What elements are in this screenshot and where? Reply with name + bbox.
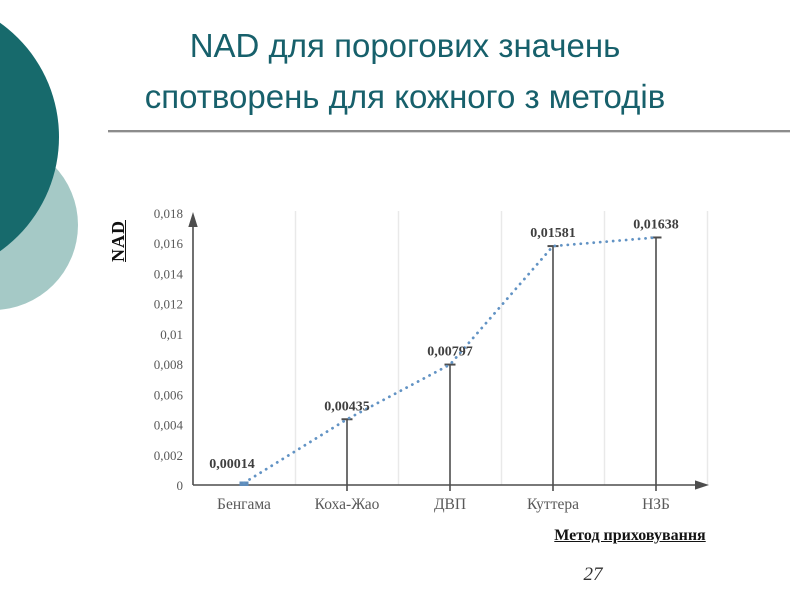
gridlines bbox=[294, 211, 709, 485]
svg-text:0,008: 0,008 bbox=[154, 357, 183, 372]
svg-text:НЗБ: НЗБ bbox=[642, 496, 670, 513]
x-axis-arrow bbox=[695, 480, 709, 490]
nad-chart-area: 0 0,002 0,004 0,006 0,008 0,01 0,012 0,014 0,016… bbox=[95, 195, 745, 525]
svg-text:0,002: 0,002 bbox=[154, 448, 183, 463]
svg-text:Куттера: Куттера bbox=[527, 496, 579, 513]
page-number: 27 bbox=[583, 564, 603, 581]
svg-text:0,016: 0,016 bbox=[154, 236, 184, 251]
svg-text:0,00435: 0,00435 bbox=[324, 399, 370, 414]
slide-title-line-2: спотворень для кожного з методів bbox=[144, 78, 666, 115]
svg-text:0,00797: 0,00797 bbox=[427, 345, 473, 360]
x-category-labels: Бенгама Коха-Жао ДВП Куттера НЗБ bbox=[217, 496, 670, 513]
svg-text:0,00014: 0,00014 bbox=[209, 457, 255, 472]
y-axis-arrow bbox=[188, 212, 198, 227]
data-labels: 0,00014 0,00435 0,00797 0,01581 0,01638 bbox=[209, 217, 679, 471]
svg-text:0,01: 0,01 bbox=[160, 327, 183, 342]
slide-title-line-1: NAD для порогових значень bbox=[189, 27, 621, 64]
series-dotted-line bbox=[242, 236, 658, 485]
svg-text:0,01638: 0,01638 bbox=[633, 217, 679, 232]
y-axis-title: NAD bbox=[108, 220, 128, 262]
y-tick-labels: 0 0,002 0,004 0,006 0,008 0,01 0,012 0,014 0,016… bbox=[154, 206, 184, 493]
slide-title: NAD для порогових значень спотворень для… bbox=[45, 20, 765, 122]
svg-text:0,014: 0,014 bbox=[154, 266, 184, 281]
axes bbox=[188, 212, 709, 490]
svg-text:0,012: 0,012 bbox=[154, 297, 183, 312]
svg-text:0,006: 0,006 bbox=[154, 387, 184, 402]
svg-text:Коха-Жао: Коха-Жао bbox=[315, 496, 380, 513]
svg-text:0,004: 0,004 bbox=[154, 418, 184, 433]
svg-text:Бенгама: Бенгама bbox=[217, 496, 271, 513]
svg-text:0,018: 0,018 bbox=[154, 206, 183, 221]
drop-lines bbox=[239, 236, 662, 491]
x-axis-title: Метод приховування bbox=[554, 527, 706, 544]
svg-text:ДВП: ДВП bbox=[434, 496, 466, 513]
title-divider-line bbox=[108, 130, 790, 133]
svg-text:0,01581: 0,01581 bbox=[530, 226, 576, 241]
svg-text:0: 0 bbox=[177, 478, 184, 493]
page-number-container: 27 bbox=[568, 564, 618, 581]
nad-chart: 0 0,002 0,004 0,006 0,008 0,01 0,012 0,014 0,016… bbox=[154, 206, 709, 513]
